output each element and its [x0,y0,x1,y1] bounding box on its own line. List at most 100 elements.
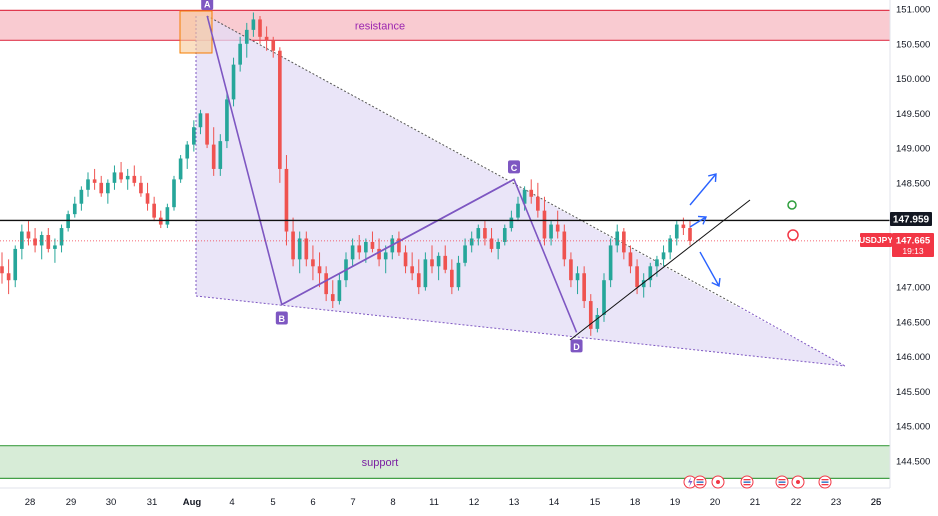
candle [231,57,236,107]
candle [106,179,110,204]
candle [317,252,322,288]
candle [383,245,388,274]
candle [46,228,51,253]
candle [661,245,666,267]
candle [536,182,540,218]
candle [291,217,295,267]
pattern-point-A[interactable]: A [201,0,214,10]
y-tick-label: 144.500 [896,457,930,468]
y-tick-label: 151.000 [896,5,930,16]
symbol-label: USDJPY [859,233,893,247]
y-tick-label: 146.000 [896,352,930,363]
x-tick-label: 25 [871,497,882,508]
x-tick-label: 23 [831,497,842,508]
candle [549,221,553,246]
candle [615,224,620,253]
candle [357,235,362,260]
candle [304,231,309,267]
time-axis[interactable]: 28 29 30 31 Aug 4 5 6 7 8 11 12 13 14 15 18 19 20 21 22 23 25… [25,497,882,508]
candle [668,235,672,260]
x-tick-label: 21 [750,497,761,508]
symbol-text: USDJPY [859,235,893,245]
candle [456,255,461,291]
y-tick-label: 149.000 [896,144,930,155]
x-tick-label: 6 [310,497,315,508]
pattern-point-B[interactable]: B [275,311,288,325]
candle [648,262,653,288]
candle [0,252,4,284]
price-axis[interactable]: 151.000 150.500 150.000 149.500 149.000 148.5… [896,5,930,468]
candle [582,266,586,309]
candle [59,224,64,253]
candle [324,266,328,302]
candle [469,231,474,253]
candles-layer [0,12,692,336]
x-tick-label: 19 [670,497,681,508]
triangle-upper-edge [206,15,739,307]
alert-dot-red[interactable] [787,229,799,241]
x-tick-label: 12 [469,497,480,508]
pattern-point-D[interactable]: D [570,339,583,353]
y-tick-label: 146.500 [896,317,930,328]
x-tick-label: 26 [871,497,882,508]
candle [264,26,269,51]
y-tick-label: 147.000 [896,283,930,294]
current-price-text: 147.665 [896,236,931,247]
candle [26,221,31,246]
candle [172,175,176,211]
candle [139,175,143,197]
flag-event-icon[interactable] [818,475,832,489]
candle [688,221,692,246]
harmonic-pattern: A B C D [201,0,583,353]
arrow-up-long [689,173,717,206]
y-tick-label: 148.500 [896,178,930,189]
zone-0-label: resistance [355,20,405,32]
candle [251,12,256,37]
candle [125,168,130,190]
flag-event-icon[interactable] [711,475,725,489]
flag-event-icon[interactable] [693,475,707,489]
pattern-label-B: B [279,314,286,324]
arrow-up-short [689,215,708,228]
projection-arrows [689,173,721,288]
triangle-tip-edge [737,305,846,367]
economic-events[interactable] [683,475,832,489]
ascending-trendline[interactable] [569,199,751,341]
candle [450,259,454,295]
candle [278,47,282,183]
candle [86,172,90,197]
candle [13,245,18,288]
peak-highlight-box [179,10,213,54]
candle [225,92,229,149]
pattern-point-C[interactable]: C [508,160,520,174]
flag-event-icon[interactable] [775,475,789,489]
candle [628,245,633,274]
flag-event-icon[interactable] [740,475,754,489]
x-tick-label: 28 [25,497,36,508]
y-tick-label: 145.000 [896,422,930,433]
candle [211,127,216,176]
candle [53,238,57,263]
zone-0-band [0,10,890,41]
zone-1-band [0,445,890,479]
alert-dot-green[interactable] [787,200,797,210]
candle [608,238,613,288]
candle [529,179,534,204]
candle [258,15,262,44]
candle [674,221,679,246]
flag-event-icon[interactable] [791,475,805,489]
candle [238,36,242,72]
candle [165,203,170,229]
pattern-label-D: D [573,342,580,352]
price-lines [0,199,890,341]
candle [297,231,302,274]
pattern-label-A: A [204,0,211,9]
candle [595,308,600,333]
triangle-layer [179,10,846,367]
candle [483,221,487,246]
candle [555,210,560,239]
current-price-label: 147.665 19:13 [892,233,934,257]
candle [410,252,414,281]
x-tick-label: 4 [229,497,234,508]
